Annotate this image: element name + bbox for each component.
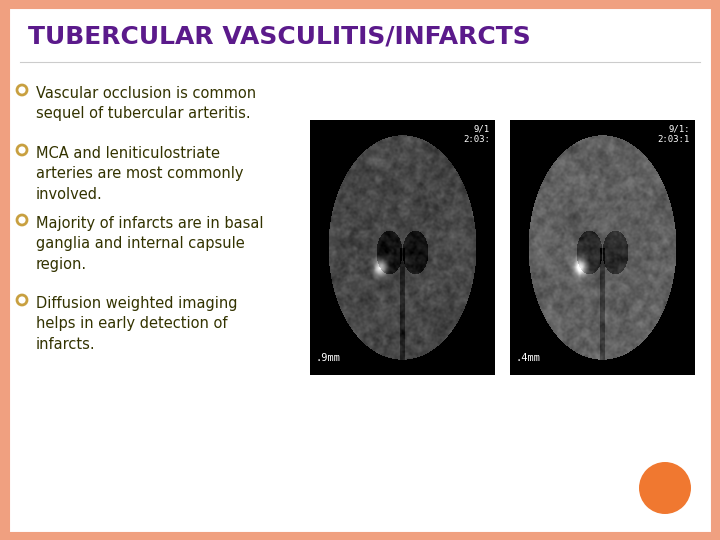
FancyBboxPatch shape xyxy=(510,120,695,375)
FancyBboxPatch shape xyxy=(310,120,495,375)
Text: .9mm: .9mm xyxy=(316,353,341,363)
Circle shape xyxy=(17,145,27,155)
Text: .4mm: .4mm xyxy=(516,353,541,363)
Circle shape xyxy=(639,462,691,514)
Text: 9/1
2:03:: 9/1 2:03: xyxy=(463,125,490,144)
Text: Vascular occlusion is common
sequel of tubercular arteritis.: Vascular occlusion is common sequel of t… xyxy=(36,86,256,122)
Text: MCA and leniticulostriate
arteries are most commonly
involved.: MCA and leniticulostriate arteries are m… xyxy=(36,146,243,202)
Text: Majority of infarcts are in basal
ganglia and internal capsule
region.: Majority of infarcts are in basal gangli… xyxy=(36,216,264,272)
Text: 9/1:
2:03:1: 9/1: 2:03:1 xyxy=(658,125,690,144)
Text: Diffusion weighted imaging
helps in early detection of
infarcts.: Diffusion weighted imaging helps in earl… xyxy=(36,296,238,352)
Circle shape xyxy=(17,295,27,305)
Circle shape xyxy=(17,215,27,225)
Circle shape xyxy=(17,85,27,95)
Text: TUBERCULAR VASCULITIS/INFARCTS: TUBERCULAR VASCULITIS/INFARCTS xyxy=(28,25,531,49)
